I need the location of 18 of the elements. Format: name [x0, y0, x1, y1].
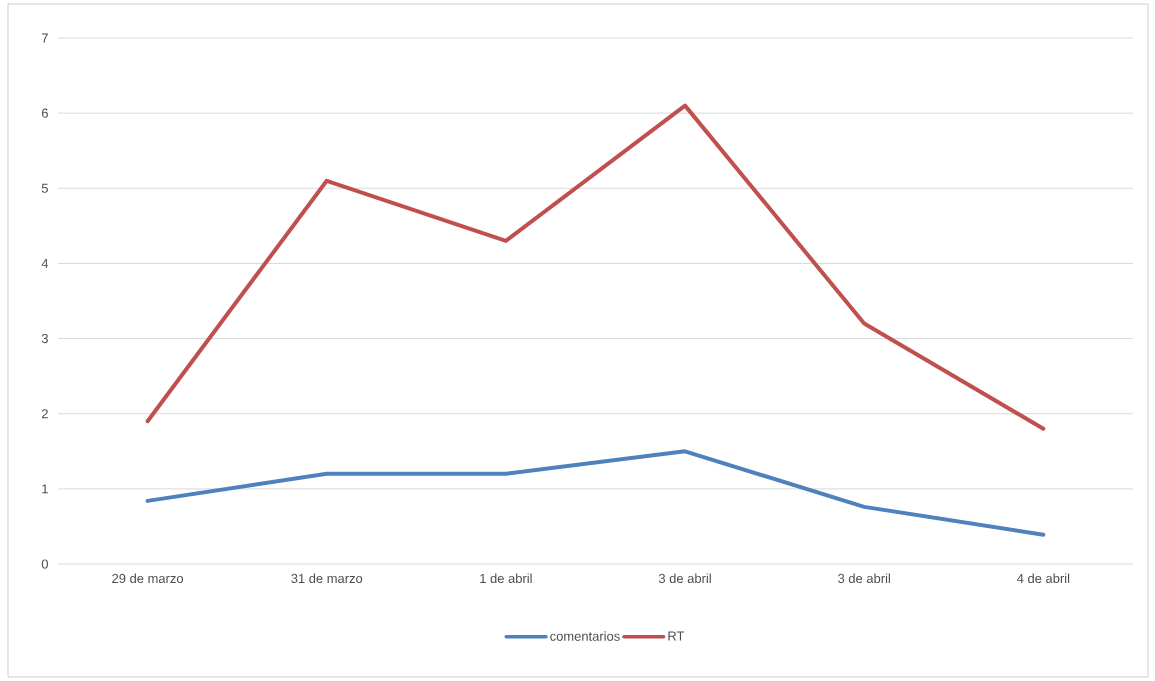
line-series — [145, 103, 1046, 431]
y-tick-label: 4 — [41, 258, 49, 268]
line-series — [145, 449, 1046, 537]
legend-label: comentarios — [550, 631, 620, 641]
x-tick-label: 3 de abril — [838, 573, 890, 584]
x-tick-label: 29 de marzo — [112, 573, 184, 584]
y-tick-label: 0 — [41, 559, 48, 569]
y-tick-label: 3 — [41, 333, 48, 344]
x-tick-label: 1 de abril — [480, 573, 532, 584]
y-tick-label: 5 — [41, 183, 48, 193]
y-tick-label: 6 — [41, 108, 48, 118]
y-tick-label: 2 — [41, 409, 48, 419]
x-tick-label: 3 de abril — [658, 573, 711, 584]
x-tick-label: 4 de abril — [1017, 573, 1070, 584]
legend-label: RT — [668, 631, 685, 641]
x-tick-label: 31 de marzo — [291, 573, 363, 584]
y-tick-label: 1 — [42, 484, 48, 494]
y-tick-label: 7 — [41, 33, 48, 43]
